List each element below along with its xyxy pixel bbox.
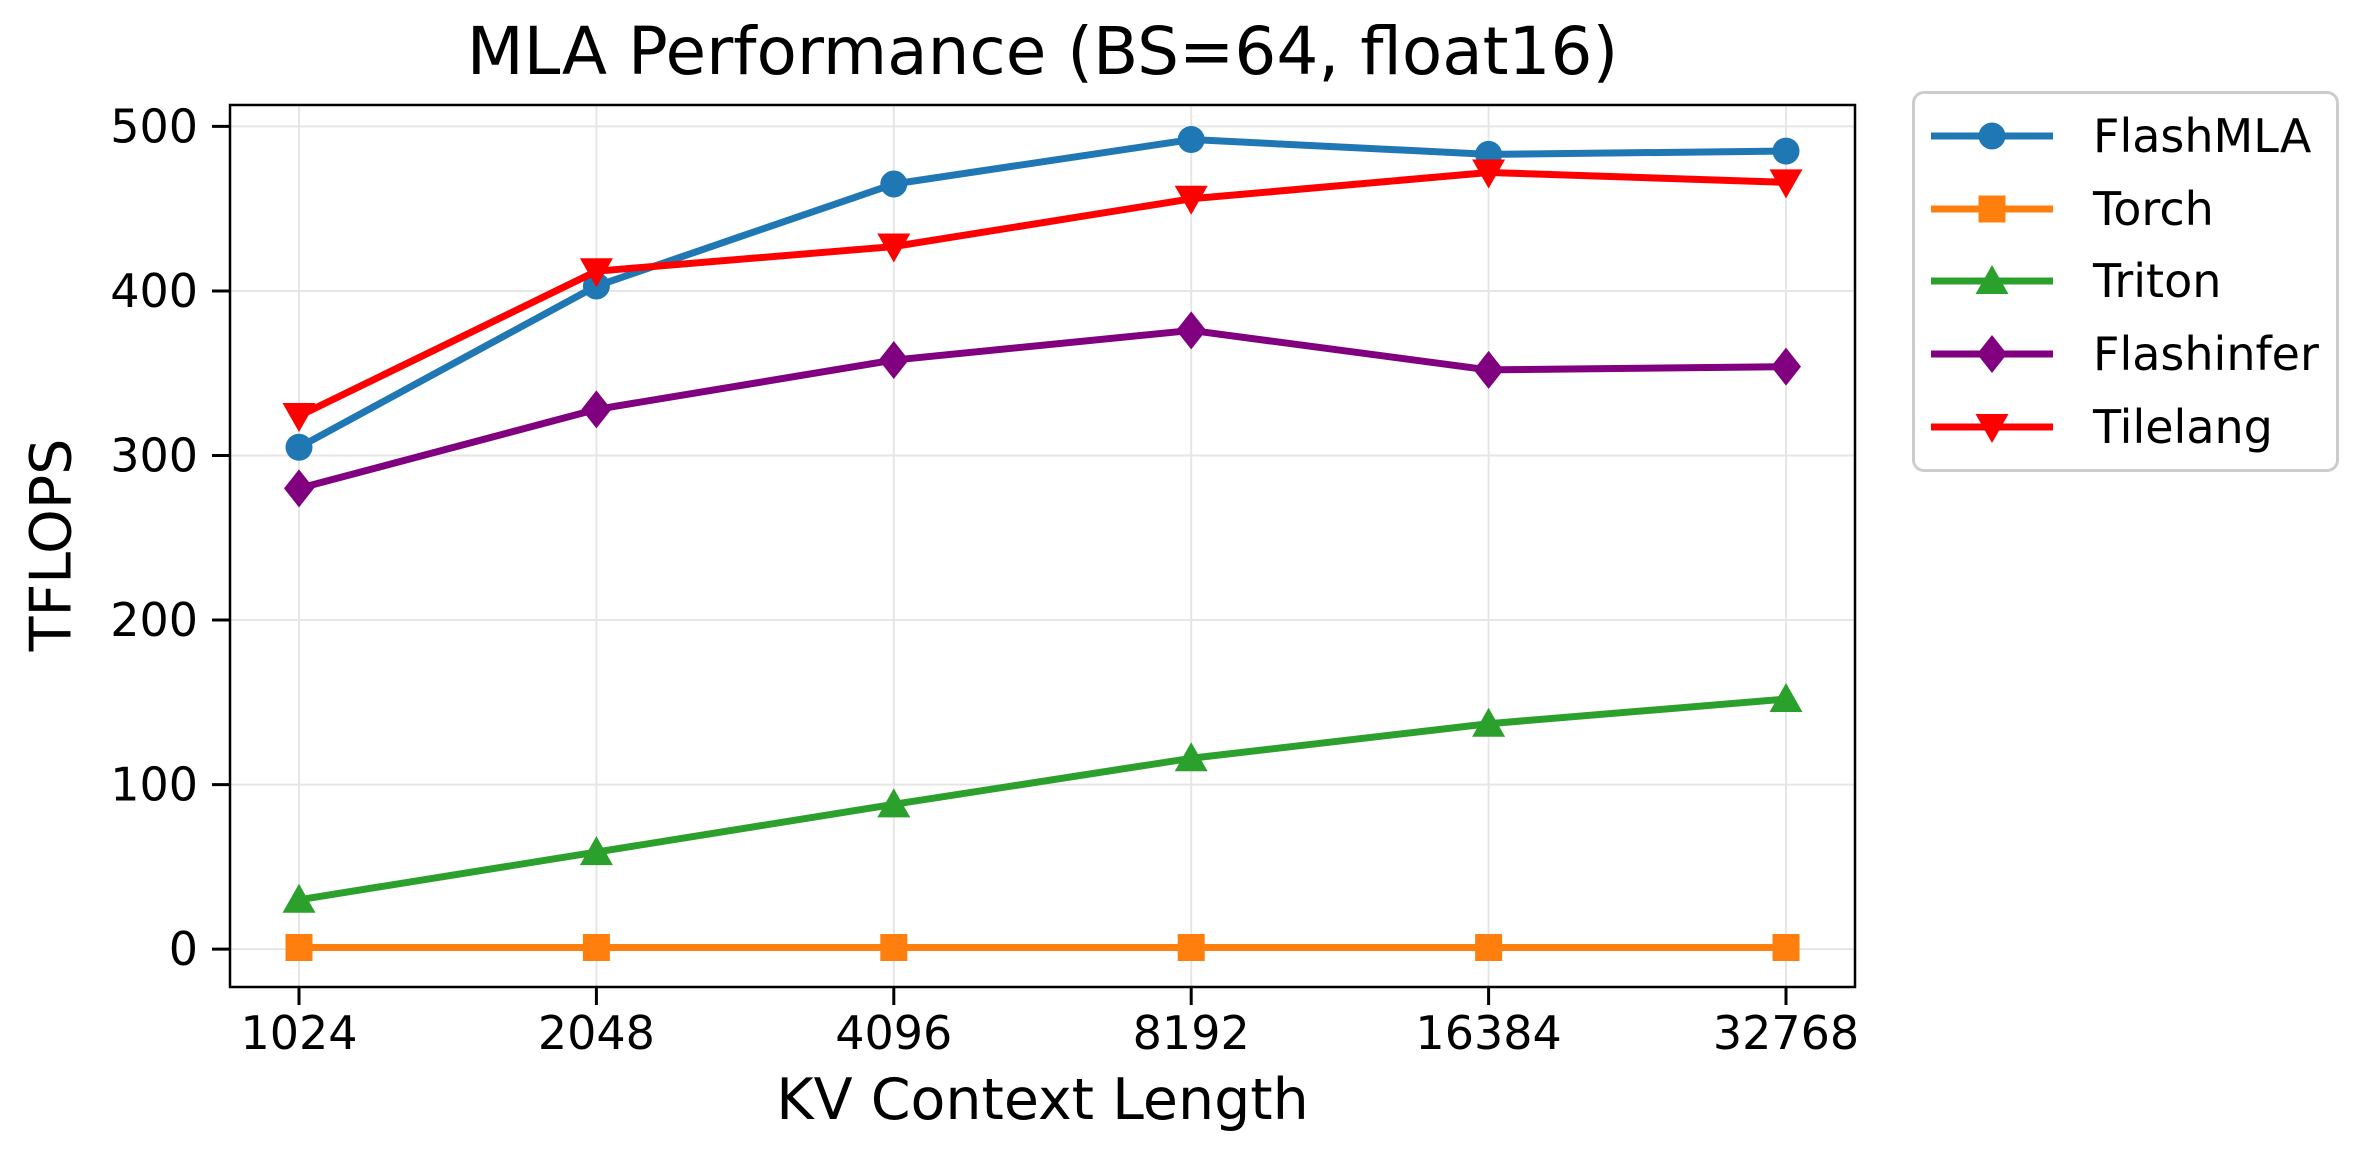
series-line-Flashinfer — [295, 326, 1790, 492]
marker-Triton-2048 — [579, 836, 613, 866]
legend-item-Torch: Torch — [1915, 174, 2336, 244]
marker-Tilelang-32768 — [1769, 169, 1803, 199]
legend-item-Tilelang: Tilelang — [1915, 392, 2336, 462]
legend-marker-triangle-down-icon — [1931, 414, 2053, 444]
legend-marker-Tilelang — [1975, 414, 2009, 444]
marker-FlashMLA-4096 — [880, 170, 908, 198]
y-tick-label-400: 400 — [110, 264, 198, 318]
marker-Flashinfer-32768 — [1771, 347, 1801, 386]
marker-Torch-4096 — [880, 934, 908, 962]
legend-label-Torch: Torch — [2093, 181, 2214, 236]
x-tick-label-16384: 16384 — [1415, 1006, 1561, 1060]
marker-Torch-16384 — [1475, 934, 1503, 962]
legend-item-FlashMLA: FlashMLA — [1915, 101, 2336, 171]
marker-Flashinfer-1024 — [284, 469, 314, 508]
legend-marker-square-icon — [1931, 195, 2053, 223]
legend-label-FlashMLA: FlashMLA — [2093, 108, 2312, 163]
legend-marker-triangle-up-icon — [1931, 265, 2053, 295]
marker-Tilelang-2048 — [579, 258, 613, 288]
series-Tilelang — [282, 159, 1803, 433]
legend-marker-Triton — [1975, 265, 2009, 295]
series-Torch — [285, 934, 1800, 962]
legend-marker-Flashinfer — [1977, 335, 2007, 374]
marker-Flashinfer-2048 — [581, 390, 612, 429]
marker-Torch-1024 — [285, 934, 313, 962]
legend-item-Flashinfer: Flashinfer — [1915, 319, 2336, 389]
marker-Tilelang-1024 — [282, 403, 316, 433]
plot-border — [228, 103, 1857, 989]
marker-Triton-16384 — [1472, 707, 1506, 737]
chart-title: MLA Performance (BS=64, float16) — [466, 13, 1619, 90]
marker-FlashMLA-32768 — [1772, 137, 1800, 165]
marker-Tilelang-4096 — [877, 233, 911, 263]
series-line-Tilelang — [295, 168, 1790, 420]
x-tick-label-1024: 1024 — [240, 1006, 357, 1060]
legend-label-Flashinfer: Flashinfer — [2093, 327, 2319, 382]
legend-marker-diamond-icon — [1931, 335, 2053, 374]
marker-Torch-32768 — [1772, 934, 1800, 962]
x-tick-label-2048: 2048 — [538, 1006, 655, 1060]
x-tick-label-4096: 4096 — [835, 1006, 952, 1060]
marker-Torch-8192 — [1177, 934, 1205, 962]
x-tick-label-32768: 32768 — [1713, 1006, 1859, 1060]
legend-item-Triton: Triton — [1915, 246, 2336, 316]
y-axis-label: TFLOPS — [18, 438, 85, 652]
marker-FlashMLA-8192 — [1177, 126, 1205, 154]
series-Triton — [282, 683, 1803, 913]
marker-Flashinfer-8192 — [1176, 311, 1207, 350]
series-line-FlashMLA — [295, 136, 1790, 451]
series-line-Triton — [295, 695, 1790, 904]
x-tick-label-8192: 8192 — [1133, 1006, 1250, 1060]
marker-FlashMLA-1024 — [285, 433, 313, 461]
x-axis-label: KV Context Length — [776, 1067, 1309, 1133]
series-Flashinfer — [284, 311, 1801, 508]
marker-Triton-4096 — [877, 788, 911, 818]
y-tick-label-300: 300 — [110, 428, 198, 482]
y-tick-label-0: 0 — [169, 922, 198, 976]
legend-label-Tilelang: Tilelang — [2093, 400, 2273, 455]
marker-Tilelang-8192 — [1174, 185, 1208, 215]
marker-Triton-32768 — [1769, 683, 1803, 713]
marker-Flashinfer-4096 — [878, 341, 909, 380]
legend-marker-FlashMLA — [1978, 122, 2006, 150]
marker-Triton-8192 — [1174, 742, 1208, 772]
marker-Triton-1024 — [282, 883, 316, 913]
legend-label-Triton: Triton — [2093, 254, 2222, 309]
series-FlashMLA — [285, 126, 1800, 461]
y-tick-label-100: 100 — [110, 758, 198, 812]
y-tick-label-500: 500 — [110, 99, 198, 153]
legend: FlashMLA Torch Triton Flashinfer Tilelang — [1912, 91, 2339, 472]
y-tick-label-200: 200 — [110, 593, 198, 647]
legend-marker-Torch — [1978, 195, 2006, 223]
marker-Torch-2048 — [582, 934, 610, 962]
marker-Flashinfer-16384 — [1473, 350, 1504, 389]
legend-marker-circle-icon — [1931, 122, 2053, 150]
marker-Tilelang-16384 — [1472, 159, 1506, 189]
